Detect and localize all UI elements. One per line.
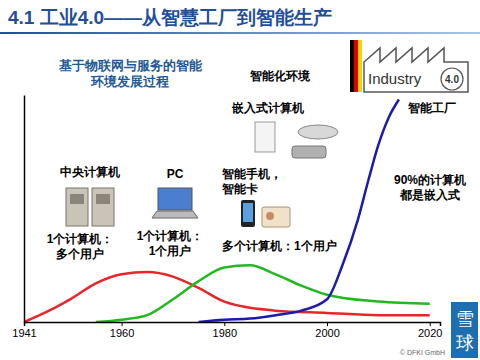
chart-title: 基于物联网与服务的智能环境发展过程: [58, 58, 203, 89]
annotation-line: PC: [167, 167, 184, 181]
laptop-icon: [152, 211, 198, 218]
annotation-line: 中央计算机: [60, 165, 120, 179]
annotation-line: 1个计算机：: [47, 232, 114, 246]
chart-title-line: 环境发展过程: [90, 74, 169, 89]
receipt-icon: [255, 122, 275, 152]
annotation-line: 1个用户: [149, 244, 192, 258]
annotation: PC: [167, 167, 184, 181]
annotation: 90%的计算机都是嵌入式: [394, 173, 466, 202]
title-underline: [0, 32, 480, 34]
flag-stripe: [350, 40, 354, 92]
x-tick: 2000: [315, 322, 339, 339]
mainframe-icon: [70, 194, 84, 204]
annotation-line: 多个用户: [56, 247, 104, 261]
annotation: 1个计算机：多个用户: [47, 232, 114, 261]
shoe-icon: [298, 125, 338, 139]
x-tick-label: 2020: [418, 327, 442, 339]
x-tick-mark: [24, 322, 25, 326]
annotation: 中央计算机: [60, 165, 120, 179]
annotation: 智能化环境: [249, 69, 311, 83]
slide-title: 4.1 工业4.0——从智慧工厂到智能生产: [8, 7, 332, 28]
industry-icon: Industry 4.0: [350, 40, 468, 92]
watermark-char: 球: [456, 333, 474, 353]
annotation-line: 智能手机，: [221, 167, 282, 181]
x-tick-mark: [327, 322, 328, 326]
x-tick-label: 2000: [315, 327, 339, 339]
icon-badge: [441, 68, 463, 90]
flag-stripe: [354, 40, 358, 92]
series-line: [24, 272, 430, 322]
mainframe-icon: [66, 188, 88, 226]
annotation: 1个计算机：1个用户: [137, 229, 204, 258]
y-axis: [24, 96, 25, 323]
laptop-icon: [158, 188, 192, 210]
annotation-line: 智能卡: [221, 182, 258, 196]
mainframe-icon: [96, 194, 110, 204]
icon-label: Industry: [368, 70, 422, 87]
annotation: 智能工厂: [407, 101, 456, 115]
card-icon: [266, 212, 274, 220]
watermark-box: [451, 302, 478, 358]
x-axis: 1941 1960 1980 2000 2020: [12, 322, 442, 339]
annotation-line: 嵌入式计算机: [231, 101, 304, 115]
x-tick: 1941: [12, 322, 36, 339]
card-icon: [262, 207, 290, 227]
robot-icon: [292, 146, 326, 158]
x-tick-label: 1960: [110, 327, 134, 339]
x-tick-mark: [122, 322, 123, 326]
x-tick-mark: [224, 322, 225, 326]
annotations: 智能化环境嵌入式计算机 智能工厂中央计算机 PC 智能手机，智能卡 90%的计算机都是嵌…: [47, 69, 466, 261]
annotation-line: 智能化环境: [249, 69, 311, 83]
annotation: 多个计算机：1个用户: [222, 239, 337, 253]
y-axis-line: [24, 96, 26, 323]
mainframe-icon: [92, 188, 114, 226]
chart-title-line: 基于物联网与服务的智能: [58, 58, 203, 73]
annotation-line: 90%的计算机: [394, 173, 466, 187]
factory-outline: [364, 48, 468, 92]
series-line: [96, 265, 430, 322]
annotation-line: 1个计算机：: [137, 229, 204, 243]
x-tick: 2020: [418, 322, 442, 339]
x-tick: 1980: [213, 322, 237, 339]
plot-area: [24, 100, 430, 322]
annotation: 智能手机，智能卡: [221, 167, 282, 196]
slide: 4.1 工业4.0——从智慧工厂到智能生产 Industry 4.0 1941 1960…: [0, 0, 480, 360]
flag-stripe: [358, 40, 362, 92]
credit: © DFKI GmbH: [400, 349, 445, 356]
annotation-line: 智能工厂: [407, 101, 456, 115]
annotation-line: 都是嵌入式: [399, 188, 460, 202]
annotation-line: 多个计算机：1个用户: [222, 239, 337, 253]
x-tick-mark: [430, 322, 431, 326]
icon-version: 4.0: [445, 74, 459, 85]
phone-icon: [241, 200, 255, 227]
x-axis-line: [25, 323, 441, 327]
phone-icon: [243, 203, 253, 222]
series-line: [199, 100, 399, 322]
x-tick-label: 1980: [213, 327, 237, 339]
x-tick-label: 1941: [12, 327, 36, 339]
watermark-char: 雪: [456, 309, 474, 329]
x-tick: 1960: [110, 322, 134, 339]
annotation: 嵌入式计算机: [231, 101, 304, 115]
